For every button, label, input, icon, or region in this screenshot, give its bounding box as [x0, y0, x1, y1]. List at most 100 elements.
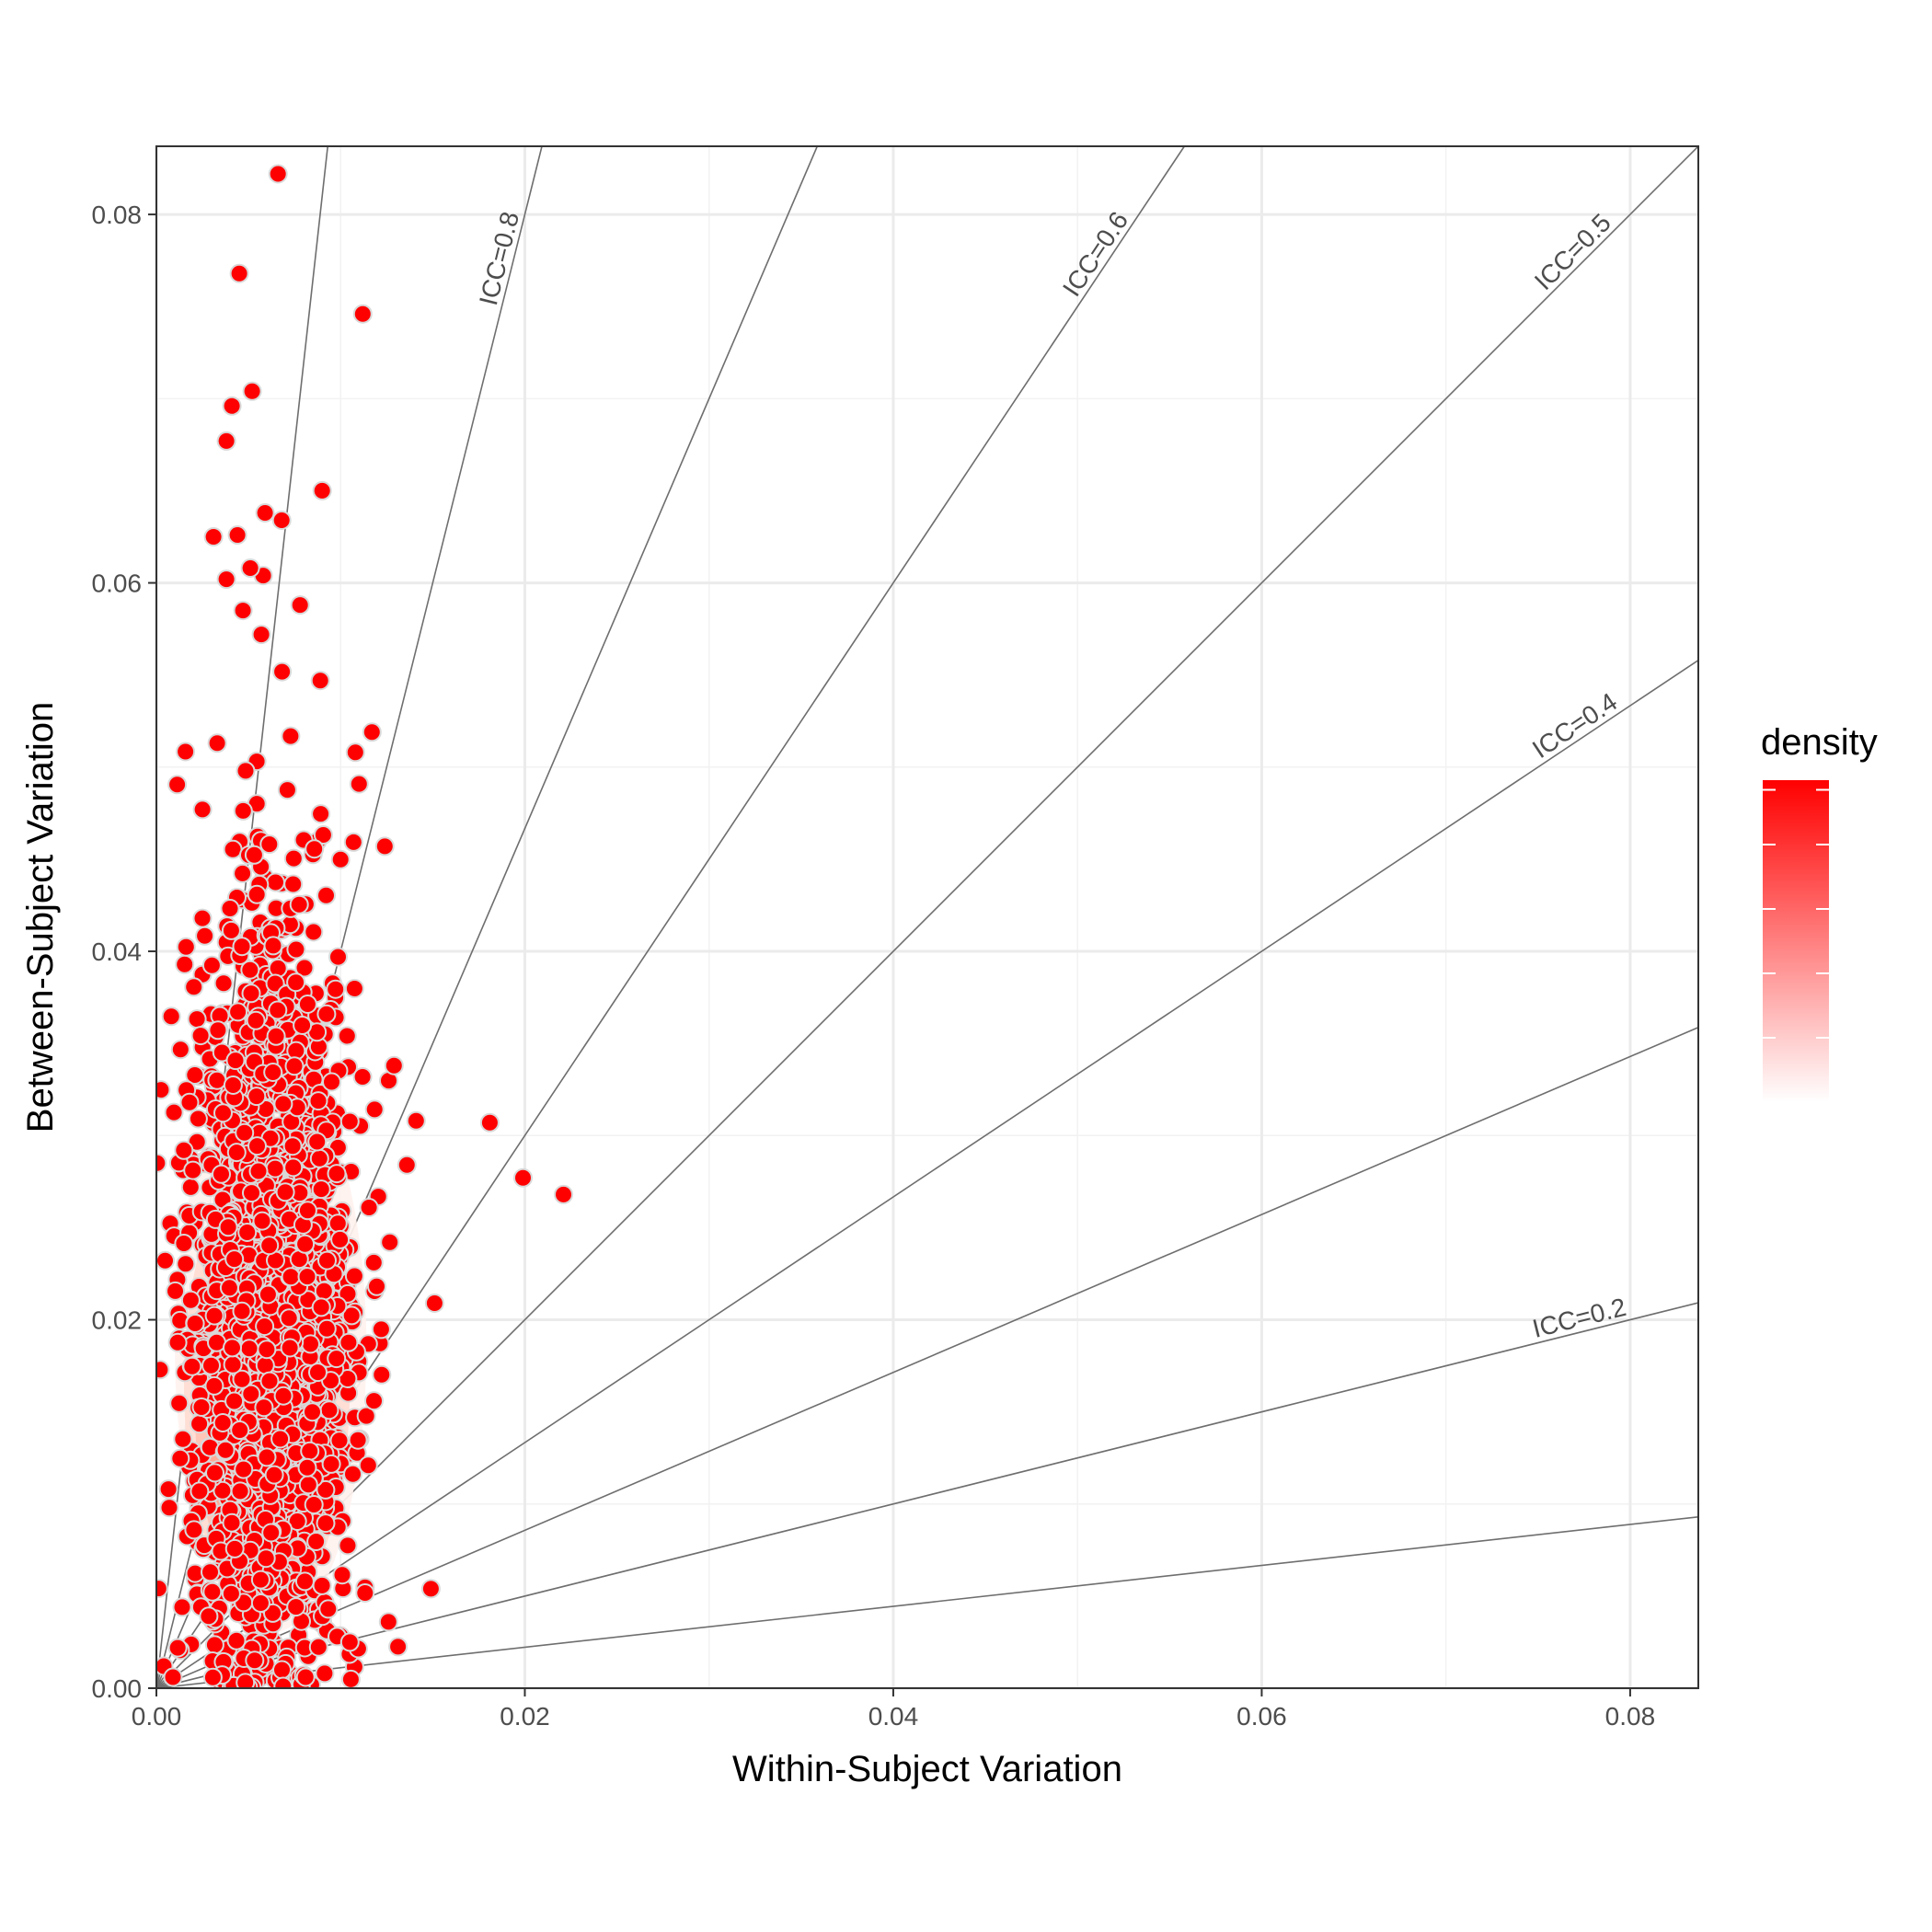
scatter-point: [298, 1475, 318, 1495]
scatter-point: [273, 1094, 293, 1114]
scatter-point: [339, 1111, 360, 1132]
scatter-point: [330, 849, 351, 869]
scatter-point: [232, 937, 252, 957]
scatter-point: [371, 1319, 391, 1340]
scatter-point: [224, 1538, 245, 1558]
scatter-point: [221, 1583, 241, 1604]
scatter-point: [204, 1635, 224, 1655]
scatter-point: [307, 1132, 328, 1152]
scatter-point: [158, 1479, 178, 1500]
scatter-point: [378, 1612, 398, 1632]
scatter-point: [174, 1140, 194, 1160]
y-tick-label: 0.04: [92, 937, 143, 966]
scatter-point: [224, 1249, 245, 1270]
scatter-point: [265, 1158, 285, 1179]
scatter-point: [372, 1364, 392, 1385]
scatter-point: [352, 304, 373, 324]
scatter-point: [263, 1063, 283, 1082]
scatter-point: [224, 1391, 245, 1411]
scatter-point: [345, 742, 365, 763]
scatter-point: [167, 1638, 188, 1658]
scatter-point: [272, 1660, 292, 1680]
scatter-point: [321, 1454, 341, 1474]
scatter-point: [223, 839, 243, 859]
scatter-point: [355, 1583, 375, 1603]
scatter-point: [175, 954, 195, 974]
scatter-point: [225, 1051, 246, 1071]
scatter-point: [185, 1314, 205, 1333]
scatter-point: [344, 979, 364, 998]
scatter-point: [343, 1464, 362, 1484]
scatter-point: [318, 1599, 339, 1619]
scatter-point: [295, 1234, 316, 1254]
scatter-point: [235, 1122, 255, 1143]
scatter-point: [176, 937, 196, 957]
scatter-point: [161, 1006, 181, 1027]
scatter-point: [286, 972, 306, 993]
scatter-point: [219, 1278, 239, 1298]
scatter-point: [304, 1495, 324, 1514]
data-points: [156, 164, 573, 1688]
scatter-point: [312, 1575, 332, 1595]
scatter-point: [223, 1354, 243, 1374]
y-tick-label: 0.02: [92, 1306, 143, 1335]
scatter-point: [261, 1523, 282, 1543]
scatter-point: [356, 1406, 376, 1426]
scatter-point: [240, 960, 260, 980]
scatter-point: [170, 1448, 190, 1468]
scatter-point: [308, 1637, 328, 1657]
scatter-point: [247, 1136, 267, 1156]
scatter-point: [223, 1338, 242, 1358]
scatter-point: [242, 1183, 261, 1203]
scatter-point: [255, 503, 275, 523]
scatter-point: [202, 1667, 223, 1687]
scatter-point: [273, 1676, 293, 1688]
scatter-point: [329, 1431, 350, 1451]
scatter-point: [159, 1498, 179, 1518]
scatter-point: [339, 1332, 359, 1352]
scatter-point: [359, 1198, 379, 1217]
scatter-point: [303, 1402, 322, 1422]
scatter-point: [229, 263, 249, 283]
x-axis-title: Within-Subject Variation: [732, 1749, 1122, 1789]
scatter-point: [348, 1430, 368, 1450]
scatter-point: [363, 1252, 384, 1272]
scatter-point: [289, 894, 309, 914]
scatter-point: [237, 1223, 258, 1242]
scatter-point: [163, 1667, 183, 1687]
scatter-point: [255, 1355, 275, 1375]
scatter-point: [233, 800, 253, 821]
scatter-point: [232, 1369, 252, 1389]
scatter-point: [374, 836, 395, 857]
scatter-point: [358, 1455, 378, 1476]
scatter-point: [258, 1284, 278, 1305]
scatter-point: [176, 1254, 196, 1274]
scatter-point: [311, 1179, 331, 1200]
scatter-point: [213, 1413, 233, 1432]
scatter-point: [308, 1091, 328, 1111]
scatter-point: [250, 1593, 270, 1613]
scatter-point: [182, 1356, 202, 1376]
scatter-point: [268, 1000, 288, 1020]
scatter-point: [424, 1294, 444, 1313]
scatter-point: [164, 1102, 184, 1122]
y-tick-label: 0.00: [92, 1674, 143, 1703]
scatter-point: [204, 1375, 224, 1396]
scatter-point: [156, 1579, 168, 1599]
scatter-point: [201, 955, 222, 975]
scatter-point: [259, 1371, 280, 1391]
scatter-point: [304, 922, 324, 942]
scatter-point: [216, 431, 236, 451]
scatter-point: [310, 671, 330, 691]
scatter-point: [328, 947, 348, 967]
scatter-point: [232, 1301, 252, 1321]
scatter-point: [247, 884, 267, 904]
scatter-point: [223, 1075, 243, 1095]
scatter-point: [311, 1297, 331, 1317]
scatter-point: [234, 1459, 254, 1479]
scatter-point: [188, 1109, 208, 1129]
scatter-point: [479, 1112, 500, 1133]
scatter-point: [216, 569, 236, 590]
scatter-point: [184, 977, 204, 997]
scatter-point: [316, 1004, 337, 1024]
